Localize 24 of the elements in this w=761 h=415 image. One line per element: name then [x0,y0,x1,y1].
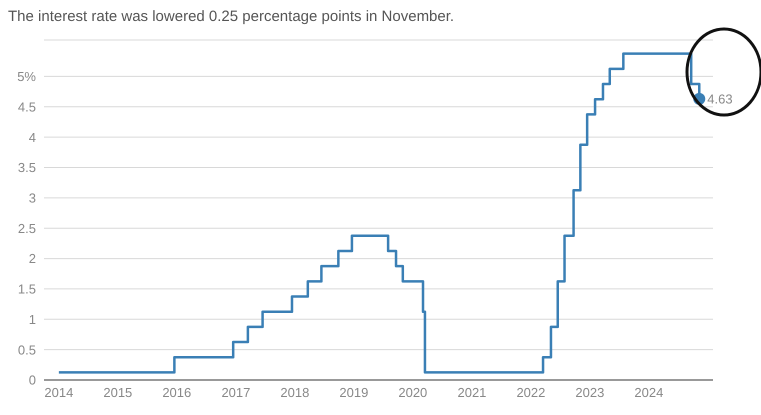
x-tick-label: 2022 [516,385,546,400]
y-tick-label: 5% [17,69,36,84]
y-tick-label: 0.5 [18,342,36,358]
x-tick-label: 2021 [458,385,486,400]
y-tick-label: 4 [28,130,36,145]
x-tick-label: 2014 [44,385,74,400]
x-tick-label: 2019 [339,385,368,400]
x-tick-label: 2024 [634,385,664,400]
x-tick-label: 2017 [221,385,250,400]
y-tick-label: 4.5 [18,99,36,114]
y-tick-label: 2.5 [18,220,36,236]
chart-title: The interest rate was lowered 0.25 percentage points in November. [8,8,456,27]
x-tick-label: 2015 [103,385,132,400]
y-tick-label: 0 [28,372,36,388]
x-tick-label: 2020 [398,385,428,400]
x-tick-label: 2018 [280,385,310,400]
y-tick-label: 3.5 [18,160,36,176]
y-tick-label: 2 [28,251,36,266]
x-tick-label: 2016 [162,385,192,400]
y-tick-label: 1.5 [18,282,36,297]
data-label: 4.63 [707,92,733,107]
y-tick-label: 3 [28,190,36,206]
x-tick-label: 2023 [575,385,604,400]
y-tick-label: 1 [28,312,36,327]
